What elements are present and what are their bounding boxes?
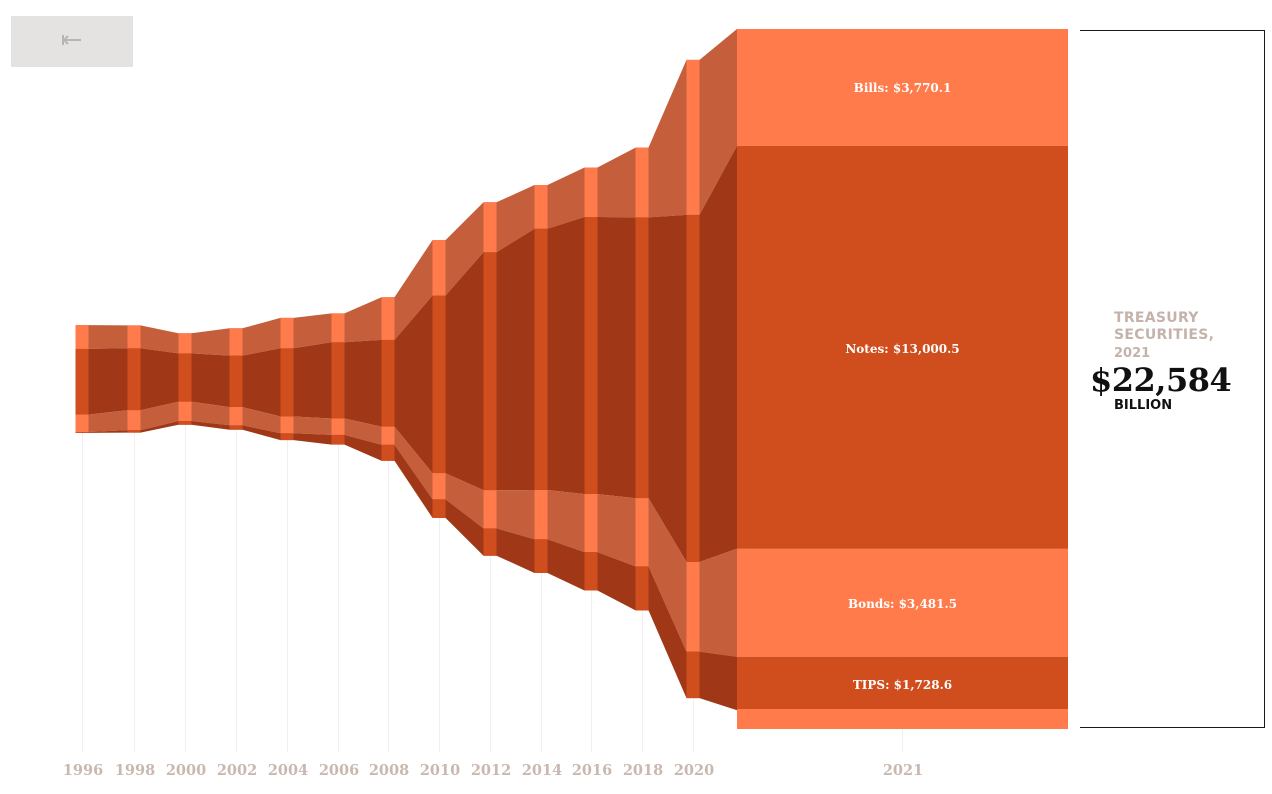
year-bar-bonds [534, 490, 548, 540]
segment-label-bills: Bills: $3,770.1 [854, 81, 952, 95]
segment-label-notes: Notes: $13,000.5 [845, 342, 959, 356]
final-segment-bonds [737, 548, 1068, 657]
year-bar-notes [432, 295, 446, 474]
year-bar-bills [432, 240, 446, 296]
x-tick-label: 2002 [217, 762, 257, 779]
year-bar-tips [331, 434, 345, 445]
year-bar-bonds [432, 473, 446, 500]
x-tick-label: 2016 [572, 762, 612, 779]
total-year: 2021 [1114, 346, 1151, 361]
year-bar-bonds [584, 494, 598, 553]
flow-band-bills [75, 29, 737, 356]
x-tick-label: 2012 [471, 762, 511, 779]
total-unit: BILLION [1114, 398, 1173, 413]
year-bar-notes [178, 353, 192, 402]
year-bar-bills [534, 185, 548, 229]
arrow-left-icon [61, 34, 83, 49]
x-tick-label: 2008 [369, 762, 409, 779]
year-bar-tips [534, 539, 548, 573]
year-bar-bills [635, 147, 649, 218]
x-tick-label: 2020 [674, 762, 714, 779]
x-tick-label: 2018 [623, 762, 663, 779]
total-bracket [1080, 30, 1265, 728]
year-bar-notes [381, 339, 395, 427]
year-bar-tips [635, 566, 649, 611]
year-bar-bonds [483, 490, 497, 529]
year-bar-notes [483, 252, 497, 491]
final-segment-notes [737, 145, 1068, 549]
year-bar-bonds [686, 562, 700, 652]
flow-band-notes [75, 145, 737, 562]
final-segment-bills [737, 29, 1068, 146]
year-bar-bonds [178, 401, 192, 421]
year-bar-tips [229, 425, 243, 430]
year-bar-bills [229, 328, 243, 356]
x-tick-label: 2021 [883, 762, 923, 779]
year-bar-bonds [331, 418, 345, 435]
total-value: $22,584 [1090, 361, 1232, 399]
x-tick-label: 2000 [166, 762, 206, 779]
back-button[interactable] [11, 16, 133, 67]
year-bar-bills [331, 313, 345, 343]
year-bar-bills [280, 317, 294, 349]
year-bar-notes [127, 348, 141, 411]
year-bar-bills [127, 325, 141, 349]
year-bar-notes [280, 348, 294, 417]
year-bar-notes [584, 217, 598, 495]
year-bar-bonds [635, 498, 649, 567]
year-bar-bonds [229, 407, 243, 426]
x-tick-label: 1998 [115, 762, 155, 779]
x-tick-label: 2006 [319, 762, 359, 779]
x-tick-label: 2004 [268, 762, 308, 779]
x-tick-label: 2010 [420, 762, 460, 779]
final-segment-base [737, 709, 1068, 729]
year-bar-bonds [381, 426, 395, 445]
year-bar-bonds [75, 414, 89, 432]
year-bar-bonds [127, 410, 141, 431]
year-bar-notes [331, 342, 345, 419]
flow-band-tips [75, 421, 737, 711]
year-bar-bills [483, 202, 497, 253]
year-bar-tips [178, 421, 192, 425]
x-tick-label: 1996 [63, 762, 103, 779]
year-bar-tips [127, 430, 141, 433]
year-bar-tips [381, 444, 395, 461]
total-title: TREASURY SECURITIES, [1114, 310, 1215, 343]
flow-band-bonds [75, 401, 737, 657]
segment-label-bonds: Bonds: $3,481.5 [848, 597, 957, 611]
year-bar-tips [75, 432, 89, 433]
year-bar-tips [584, 552, 598, 591]
final-segment-tips [737, 656, 1068, 711]
year-bar-notes [229, 355, 243, 408]
year-bar-bonds [280, 416, 294, 434]
year-bar-bills [686, 59, 700, 215]
year-bar-tips [686, 651, 700, 699]
year-bar-notes [686, 214, 700, 562]
year-bar-bills [178, 333, 192, 354]
year-bar-tips [432, 499, 446, 518]
segment-label-tips: TIPS: $1,728.6 [853, 678, 952, 692]
year-bar-bills [381, 297, 395, 340]
year-bar-tips [483, 528, 497, 556]
year-bar-notes [635, 217, 649, 499]
year-bar-notes [75, 348, 89, 415]
year-bar-notes [534, 228, 548, 490]
year-bar-bills [75, 325, 89, 349]
x-tick-label: 2014 [522, 762, 562, 779]
year-bar-tips [280, 433, 294, 440]
year-bar-bills [584, 167, 598, 218]
